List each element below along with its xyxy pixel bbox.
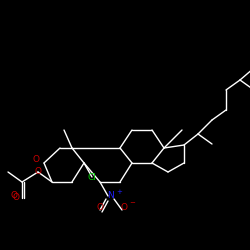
Text: N: N (106, 192, 114, 200)
Text: −: − (129, 200, 135, 206)
Text: O: O (120, 202, 128, 211)
Text: O: O (32, 156, 40, 164)
Text: +: + (116, 189, 122, 195)
Text: O: O (96, 202, 103, 211)
Text: O: O (34, 168, 42, 176)
Text: O: O (12, 194, 20, 202)
Text: Cl: Cl (88, 172, 96, 182)
Text: O: O (10, 192, 18, 200)
